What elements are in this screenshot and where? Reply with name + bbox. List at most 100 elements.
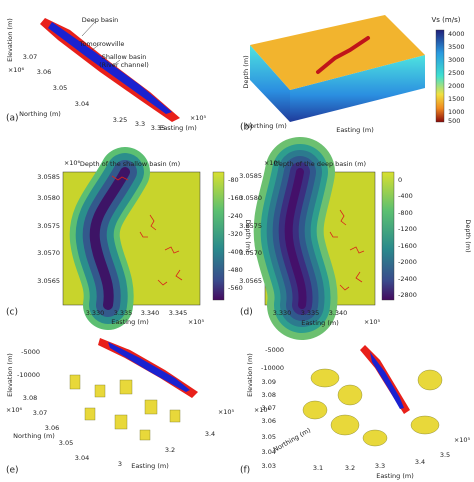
panel-text: 2000 (448, 82, 465, 90)
panel-text: Depth (m) (464, 219, 472, 252)
panel-text: Elevation (m) (6, 18, 14, 62)
panel-text: -10000 (261, 364, 284, 372)
panel-text: Northing (m) (13, 432, 55, 440)
panel-text: 4000 (448, 30, 465, 38)
panel-text: 3.05 (59, 439, 73, 447)
panel-text: 3.335 (301, 309, 320, 317)
panel-text: ×10⁶ (6, 406, 23, 414)
panel-text: 1000 (448, 108, 465, 116)
panel-text: Depth (m) (244, 219, 252, 252)
panel-text: Easting (m) (159, 124, 197, 132)
panel-text: Depth of the deep basin (m) (274, 160, 366, 168)
panel-text: 3.2 (345, 464, 355, 472)
panel-d-graphic (253, 137, 395, 340)
panel-text: 3.330 (86, 309, 105, 317)
panel-text: ×10⁵ (364, 318, 381, 326)
panel-text: 3.3 (375, 462, 385, 470)
panel-label: (c) (6, 308, 18, 318)
panel-text: Depth of the shallow basin (m) (80, 160, 180, 168)
panel-text: 3.05 (262, 433, 276, 441)
panel-text: 3.0575 (37, 222, 60, 230)
panel-text: 3.4 (205, 430, 215, 438)
panel-text: ×10⁶ (64, 159, 81, 167)
panel-label: (e) (6, 466, 19, 476)
panel-text: 3.0570 (239, 249, 262, 257)
panel-text: 3.0565 (37, 277, 60, 285)
panel-text: -560 (228, 284, 243, 292)
panel-c-graphic (62, 147, 225, 330)
panel-text: -1200 (398, 225, 417, 233)
panel-text: -160 (228, 194, 243, 202)
panel-text: ×10⁶ (254, 406, 271, 414)
panel-text: 3.0570 (37, 249, 60, 257)
panel-text: 3.03 (262, 462, 276, 470)
panel-text: ×10⁵ (218, 408, 235, 416)
panel-text: Depth (m) (242, 55, 250, 88)
panel-e-graphic (69, 338, 198, 441)
panel-text: 3.07 (262, 404, 276, 412)
panel-text: -1600 (398, 242, 417, 250)
panel-text: 3.335 (114, 309, 133, 317)
panel-text: Tomorrowville (79, 40, 125, 48)
panel-text: -5000 (265, 346, 284, 354)
panel-text: 3.340 (141, 309, 160, 317)
panel-a-graphic (40, 18, 180, 122)
panel-text: -2400 (398, 275, 417, 283)
panel-text: 3500 (448, 43, 465, 51)
panel-label: (d) (240, 308, 253, 318)
panel-text: Easting (m) (376, 472, 414, 480)
panel-text: Vs (m/s) (432, 16, 461, 24)
panel-text: Northing (m) (19, 110, 61, 118)
panel-text: Easting (m) (131, 462, 169, 470)
panel-label: (b) (240, 123, 253, 133)
panel-text: 3.330 (273, 309, 292, 317)
panel-text: 3.08 (23, 394, 37, 402)
panel-text: Northing (m) (272, 426, 312, 454)
panel-text: -400 (398, 192, 413, 200)
panel-text: Northing (m) (245, 122, 287, 130)
panel-text: 3.0580 (37, 194, 60, 202)
panel-text: -400 (228, 248, 243, 256)
panel-text: -2800 (398, 291, 417, 299)
panel-text: 1500 (448, 95, 465, 103)
panel-text: 3.09 (262, 378, 276, 386)
panel-text: -480 (228, 266, 243, 274)
panel-label: (f) (240, 466, 250, 476)
panel-text: ×10⁵ (190, 114, 207, 122)
panel-text: 3.04 (75, 454, 89, 462)
panel-text: 3000 (448, 56, 465, 64)
panel-text: 3.07 (23, 53, 37, 61)
panel-text: 3.0585 (239, 172, 262, 180)
panel-text: ×10⁵ (188, 318, 205, 326)
panel-text: 3.06 (45, 424, 59, 432)
panel-text: 3.0575 (239, 222, 262, 230)
panel-text: 3.06 (37, 68, 51, 76)
panel-text: 3.3 (135, 120, 145, 128)
panel-text: 3.08 (262, 391, 276, 399)
panel-text: 3.0565 (239, 277, 262, 285)
panel-text: 3 (118, 460, 122, 468)
panel-text: 3.07 (33, 409, 47, 417)
panel-text: Easting (m) (111, 318, 149, 326)
panel-text: Deep basin (82, 16, 119, 24)
panel-text: ×10⁶ (8, 66, 25, 74)
panel-label: (a) (6, 114, 19, 124)
panel-text: 3.4 (415, 458, 425, 466)
panel-text: -320 (228, 230, 243, 238)
panel-text: 2500 (448, 69, 465, 77)
panel-text: 3.345 (169, 309, 188, 317)
panel-text: 3.04 (262, 448, 276, 456)
panel-text: 3.06 (262, 417, 276, 425)
panel-text: ×10⁵ (454, 436, 471, 444)
panel-text: -800 (398, 209, 413, 217)
panel-text: Easting (m) (336, 126, 374, 134)
panel-text: -240 (228, 212, 243, 220)
panel-text: 3.1 (313, 464, 323, 472)
panel-text: 0 (398, 176, 402, 184)
panel-text: 3.35 (151, 124, 165, 132)
panel-text: 3.2 (165, 446, 175, 454)
panel-text: 3.0585 (37, 173, 60, 181)
panel-text: -10000 (17, 371, 40, 379)
panel-text: (River channel) (99, 61, 149, 69)
